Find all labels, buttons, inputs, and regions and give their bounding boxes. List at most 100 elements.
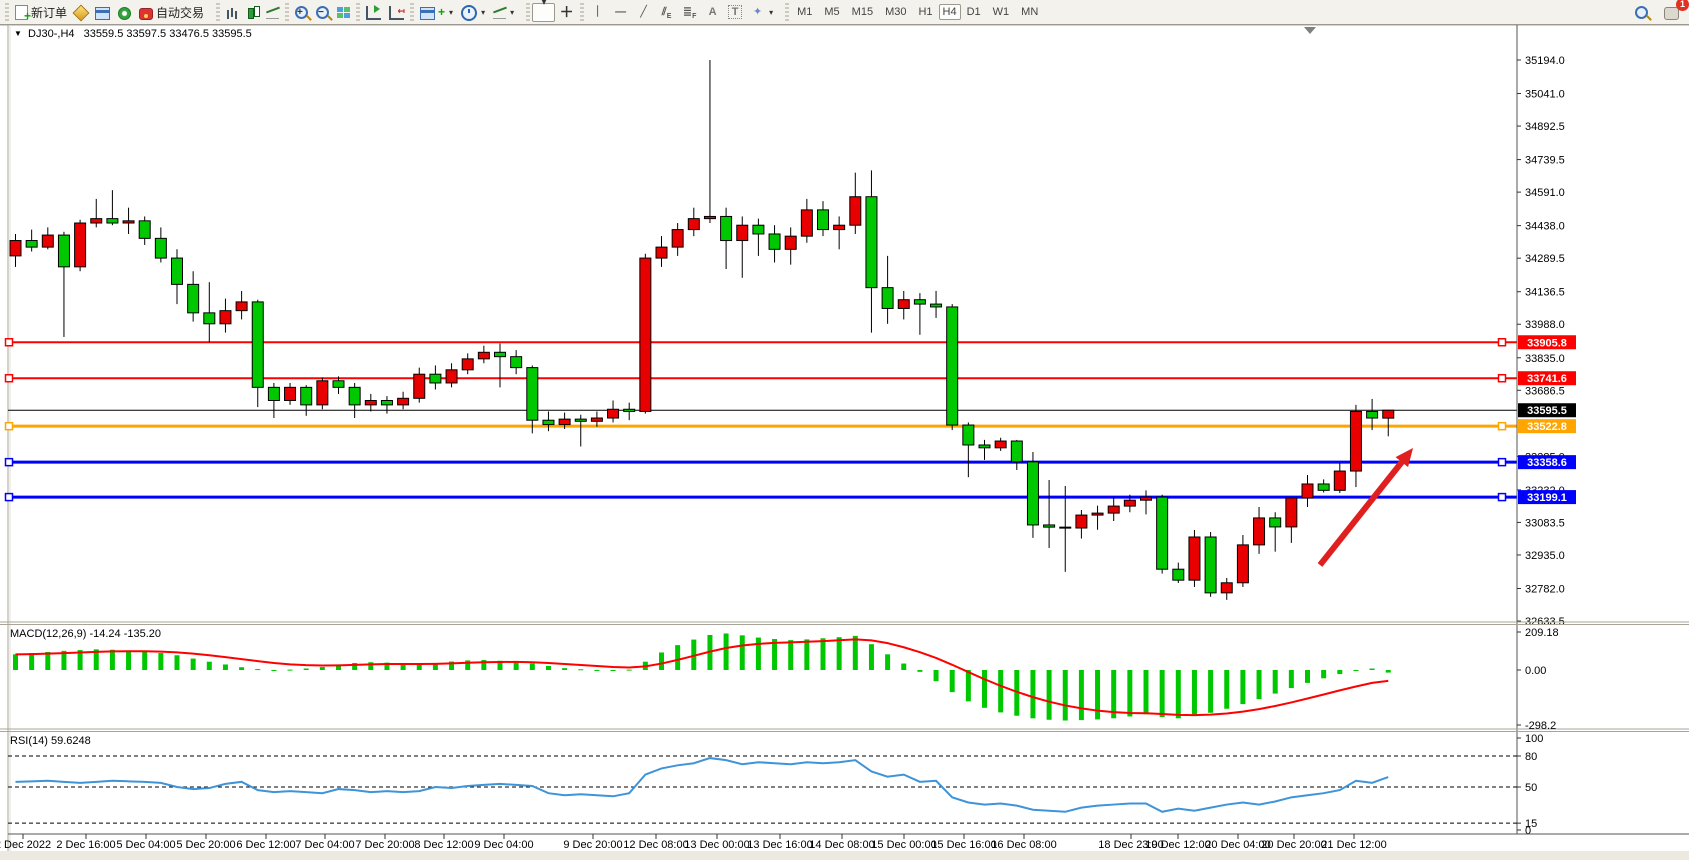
chart-shift-marker[interactable] xyxy=(1304,27,1316,34)
line-handle[interactable] xyxy=(1497,373,1507,383)
candlestick-button[interactable] xyxy=(242,4,262,21)
candle xyxy=(41,234,54,248)
macd-histogram-bar xyxy=(1111,670,1117,719)
charts-window-button[interactable] xyxy=(91,3,114,22)
line-handle[interactable] xyxy=(1497,492,1507,502)
candle xyxy=(380,399,393,406)
line-handle[interactable] xyxy=(4,373,14,383)
macd-histogram-bar xyxy=(998,670,1004,713)
timeframe-W1[interactable]: W1 xyxy=(992,6,1010,18)
tile-windows-button[interactable] xyxy=(333,3,354,21)
candle xyxy=(607,408,620,419)
new-order-button[interactable]: 新订单 xyxy=(11,2,71,24)
fibonacci-tool[interactable]: ≣F xyxy=(678,3,701,22)
trendline-tool[interactable]: ╱ xyxy=(632,3,655,22)
candle xyxy=(1349,410,1362,472)
macd-histogram-bar xyxy=(820,638,826,670)
time-tick-label: 2 Dec 2022 xyxy=(0,839,51,851)
macd-histogram-bar xyxy=(174,655,180,670)
macd-histogram-bar xyxy=(885,654,891,670)
chart-ohlc-values: 33559.5 33597.5 33476.5 33595.5 xyxy=(83,28,252,40)
trend-arrow-head[interactable] xyxy=(1395,448,1413,468)
search-button[interactable] xyxy=(1631,3,1652,21)
price-tick-label: 34438.0 xyxy=(1525,221,1565,233)
time-tick-label: 9 Dec 20:00 xyxy=(563,839,622,851)
autotrading-button[interactable]: 自动交易 xyxy=(135,2,208,23)
toolbar-grip xyxy=(785,3,790,21)
price-line-label: 33199.1 xyxy=(1527,492,1567,504)
macd-histogram-bar xyxy=(1143,670,1149,715)
zoom-out-button[interactable]: − xyxy=(312,3,333,21)
line-handle[interactable] xyxy=(1497,338,1507,347)
candle xyxy=(1188,536,1201,581)
line-handle[interactable] xyxy=(4,492,14,502)
macd-histogram-bar xyxy=(1240,670,1246,705)
timeframe-D1[interactable]: D1 xyxy=(966,6,981,18)
bar-chart-button[interactable] xyxy=(222,3,242,21)
candle xyxy=(364,399,377,406)
line-handle[interactable] xyxy=(1497,421,1507,431)
vertical-line-tool[interactable]: ｜ xyxy=(586,3,609,22)
shapes-tool[interactable]: ✦ ▾ xyxy=(746,3,777,22)
macd-histogram-bar xyxy=(933,670,939,682)
text-label-tool[interactable]: T xyxy=(724,3,746,21)
macd-histogram-bar xyxy=(659,652,664,670)
timeframe-H1[interactable]: H1 xyxy=(918,6,933,18)
timeframe-M30[interactable]: M30 xyxy=(885,6,907,18)
candle xyxy=(687,218,700,231)
new-chart-button[interactable]: + ▾ xyxy=(416,3,457,22)
candle xyxy=(1172,568,1185,581)
chart-shift-button[interactable]: ↤ xyxy=(385,2,408,22)
price-tick-label: 33686.5 xyxy=(1525,385,1565,397)
time-tick-label: 20 Dec 20:00 xyxy=(1261,839,1326,851)
macd-histogram-bar xyxy=(158,653,164,670)
price-tick-label: 34136.5 xyxy=(1525,287,1565,299)
candle xyxy=(1059,526,1072,529)
chart-collapse-icon[interactable]: ▼ xyxy=(14,29,22,38)
macd-histogram-bar xyxy=(1175,670,1181,719)
timeframe-M1[interactable]: M1 xyxy=(797,6,813,18)
candle xyxy=(171,257,183,285)
timeframe-M15[interactable]: M15 xyxy=(851,6,874,18)
macd-histogram-bar xyxy=(449,661,455,670)
timeframe-H4[interactable]: H4 xyxy=(938,4,961,20)
crosshair-tool-button[interactable]: ＋ xyxy=(555,3,578,22)
time-tick-label: 5 Dec 20:00 xyxy=(176,839,235,851)
macd-histogram-bar xyxy=(1288,670,1294,689)
line-chart-button[interactable] xyxy=(262,4,283,21)
channel-tool[interactable]: ⫽E xyxy=(655,3,678,22)
line-handle[interactable] xyxy=(4,457,14,467)
trend-arrow-line[interactable] xyxy=(1317,455,1408,567)
signals-button[interactable] xyxy=(114,3,135,22)
templates-button[interactable]: ▾ xyxy=(489,4,518,21)
time-tick-label: 15 Dec 00:00 xyxy=(871,839,936,851)
candle xyxy=(768,233,781,250)
candle xyxy=(720,215,733,242)
candle xyxy=(542,419,555,426)
candle xyxy=(251,301,264,388)
macd-histogram-bar xyxy=(271,670,277,671)
timeframe-MN[interactable]: MN xyxy=(1021,6,1039,18)
macd-histogram-bar xyxy=(965,670,971,702)
horizontal-line-tool[interactable]: — xyxy=(609,3,632,22)
text-tool[interactable]: A xyxy=(701,3,724,22)
macd-signal-line xyxy=(15,638,1389,717)
notification-badge: 1 xyxy=(1676,0,1689,11)
line-handle[interactable] xyxy=(4,338,14,347)
macd-histogram-bar xyxy=(13,654,18,670)
candle xyxy=(445,369,458,384)
notifications-button[interactable]: 1 xyxy=(1660,0,1689,22)
timeframe-M5[interactable]: M5 xyxy=(824,6,840,18)
toolbar-grip xyxy=(410,3,415,21)
line-handle[interactable] xyxy=(4,421,14,431)
macd-histogram-bar xyxy=(400,663,406,670)
candle xyxy=(300,386,313,406)
market-watch-button[interactable] xyxy=(71,3,91,22)
zoom-in-button[interactable]: + xyxy=(291,3,312,21)
line-handle[interactable] xyxy=(1497,457,1507,467)
price-tick-label: 32782.0 xyxy=(1525,583,1565,595)
cursor-tool-button[interactable] xyxy=(532,0,556,22)
auto-scroll-button[interactable] xyxy=(362,2,385,22)
periods-button[interactable]: ▾ xyxy=(457,1,489,23)
